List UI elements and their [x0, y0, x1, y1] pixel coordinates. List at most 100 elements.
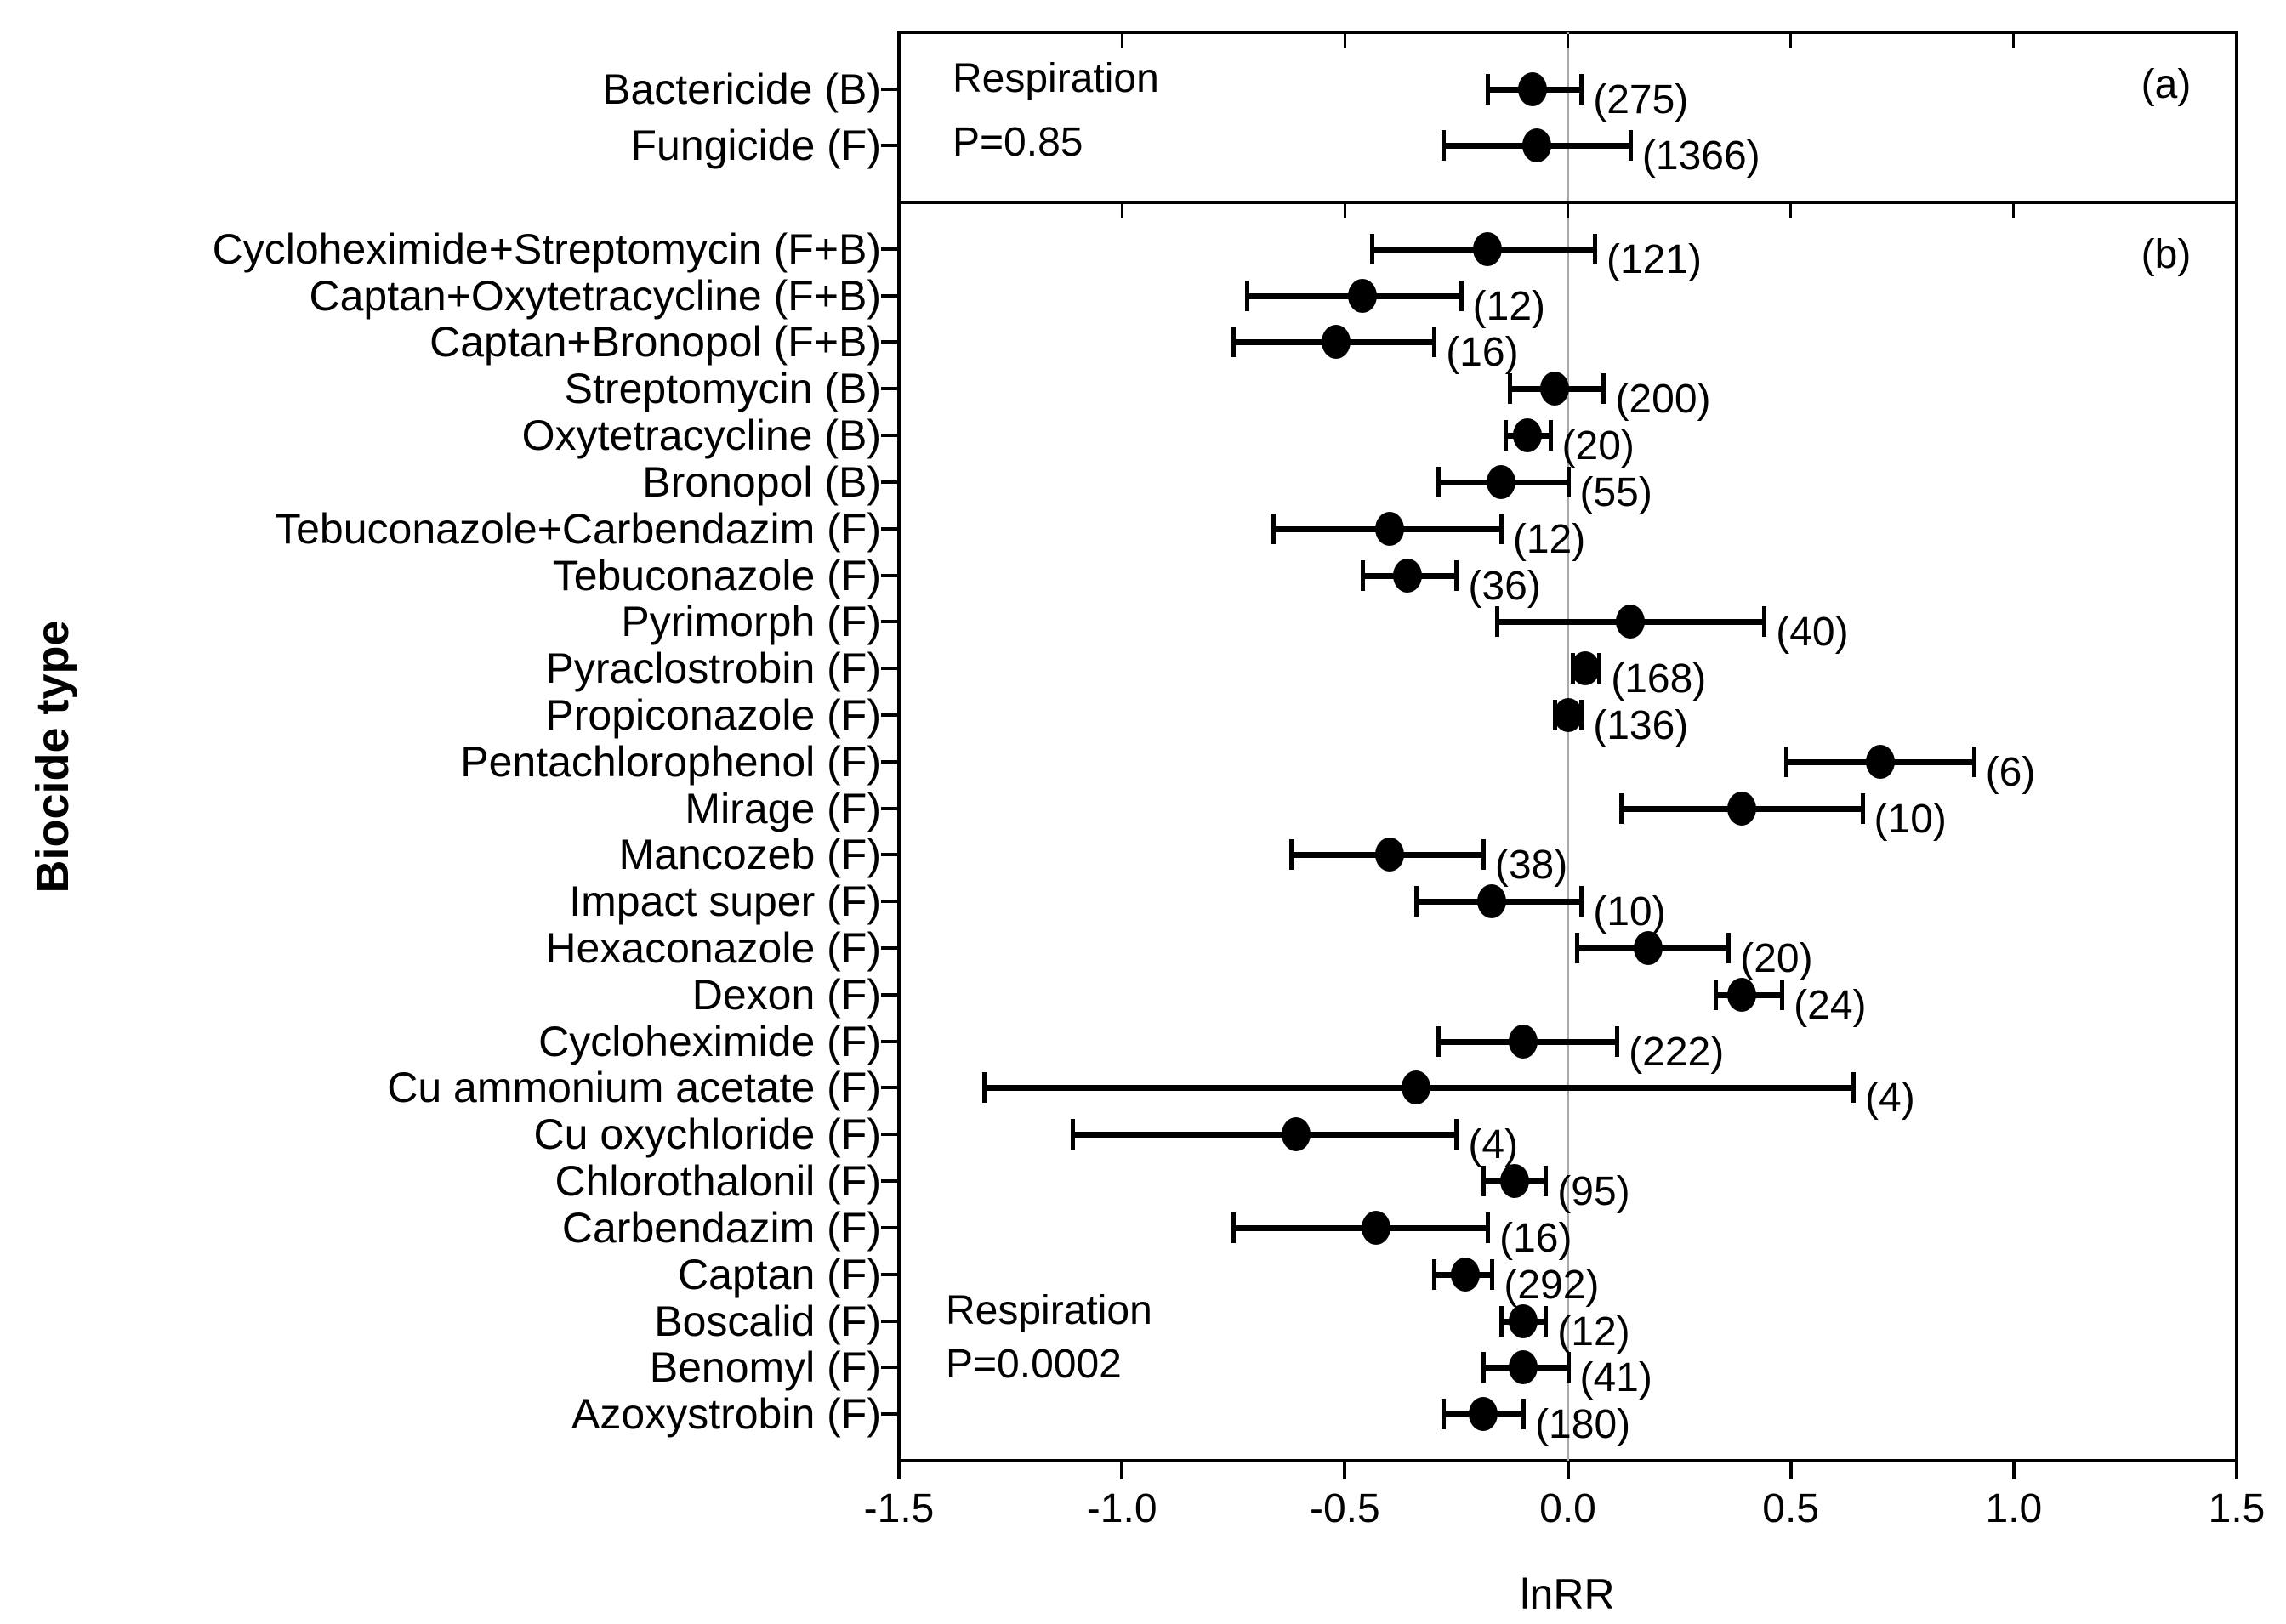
sample-size-count: (12) — [1557, 1309, 1630, 1354]
point-estimate-dot — [1402, 1070, 1431, 1105]
error-bar-cap-left — [1231, 1212, 1237, 1243]
row-label: Cu ammonium acetate (F) — [387, 1064, 881, 1112]
error-bar-cap-left — [1508, 373, 1513, 405]
error-bar-cap-right — [1971, 746, 1976, 777]
row-label: Boscalid (F) — [654, 1297, 881, 1345]
row-label: Captan+Bronopol (F+B) — [429, 318, 881, 366]
point-estimate-dot — [1374, 511, 1404, 546]
point-estimate-dot — [1521, 128, 1551, 163]
row-label: Bactericide (B) — [602, 65, 881, 113]
panel-b-annotation-pvalue: P=0.0002 — [946, 1342, 1122, 1387]
error-bar-cap-left — [1494, 606, 1499, 638]
point-estimate-dot — [1539, 372, 1569, 406]
x-axis-tick — [2011, 1461, 2016, 1479]
row-axis-tick — [881, 900, 899, 904]
sample-size-count: (20) — [1740, 936, 1813, 982]
row-label: Benomyl (F) — [649, 1343, 881, 1392]
point-estimate-dot — [1362, 1210, 1391, 1245]
sample-size-count: (200) — [1615, 377, 1711, 423]
sample-size-count: (24) — [1794, 982, 1867, 1028]
point-estimate-dot — [1509, 1024, 1538, 1059]
divider-tick — [1343, 204, 1346, 218]
error-bar-cap-right — [1459, 280, 1464, 311]
error-bar-cap-right — [1544, 1305, 1549, 1337]
error-bar-cap-right — [1628, 130, 1633, 162]
point-estimate-dot — [1486, 464, 1515, 499]
sample-size-count: (10) — [1874, 796, 1947, 842]
divider-tick — [1567, 204, 1569, 218]
error-bar-cap-left — [1481, 1352, 1486, 1383]
point-estimate-dot — [1513, 418, 1543, 453]
sample-size-count: (55) — [1579, 469, 1652, 515]
top-border-tick — [1120, 34, 1123, 48]
row-label: Bronopol (B) — [642, 457, 881, 506]
error-bar-cap-right — [1454, 1119, 1459, 1150]
divider-tick — [1789, 204, 1793, 218]
error-bar — [1072, 1132, 1457, 1139]
row-axis-tick — [881, 853, 899, 857]
row-label: Captan+Oxytetracycline (F+B) — [309, 271, 882, 320]
sample-size-count: (4) — [1865, 1076, 1915, 1121]
sample-size-count: (222) — [1629, 1029, 1725, 1075]
error-bar-cap-right — [1762, 606, 1767, 638]
error-bar-cap-right — [1566, 1352, 1571, 1383]
row-axis-tick — [881, 480, 899, 484]
error-bar-cap-left — [1784, 746, 1789, 777]
error-bar-cap-right — [1432, 327, 1437, 358]
error-bar-cap-right — [1601, 373, 1606, 405]
error-bar-cap-right — [1548, 420, 1553, 451]
top-border-tick — [1343, 34, 1346, 48]
error-bar-cap-left — [1498, 1305, 1504, 1337]
row-axis-tick — [881, 620, 899, 624]
error-bar-cap-left — [1504, 420, 1509, 451]
row-axis-tick — [881, 247, 899, 251]
error-bar-cap-right — [1615, 1025, 1620, 1057]
row-label: Cycloheximide (F) — [538, 1017, 881, 1065]
error-bar-cap-left — [1436, 466, 1442, 497]
top-border-tick — [1789, 34, 1793, 48]
row-axis-tick — [881, 759, 899, 764]
row-axis-tick — [881, 1225, 899, 1229]
x-axis-tick-label: -1.5 — [863, 1486, 935, 1531]
error-bar-cap-left — [1244, 280, 1249, 311]
sample-size-count: (20) — [1561, 423, 1635, 469]
row-axis-tick — [881, 1366, 899, 1370]
point-estimate-dot — [1374, 838, 1404, 872]
row-axis-tick — [881, 1412, 899, 1417]
row-axis-tick — [881, 1319, 899, 1323]
row-label: Cu oxychloride (F) — [533, 1110, 881, 1159]
panel-a-annotation-measure: Respiration — [952, 56, 1159, 101]
row-label: Captan (F) — [678, 1250, 881, 1298]
row-label: Propiconazole (F) — [545, 690, 881, 739]
row-label: Impact super (F) — [569, 877, 881, 926]
row-axis-tick — [881, 144, 899, 148]
row-label: Dexon (F) — [691, 970, 881, 1019]
point-estimate-dot — [1726, 791, 1756, 826]
point-estimate-dot — [1473, 231, 1503, 266]
sample-size-count: (180) — [1535, 1402, 1631, 1448]
x-axis-tick-label: -1.0 — [1086, 1486, 1157, 1531]
row-label: Mancozeb (F) — [618, 831, 881, 879]
row-label: Chlorothalonil (F) — [554, 1157, 881, 1206]
sample-size-count: (4) — [1468, 1122, 1519, 1168]
row-label: Cycloheximide+Streptomycin (F+B) — [212, 224, 881, 273]
x-axis-tick-label: 0.5 — [1762, 1486, 1820, 1531]
row-axis-tick — [881, 713, 899, 717]
row-label: Azoxystrobin (F) — [572, 1390, 881, 1439]
error-bar-cap-right — [1521, 1399, 1527, 1430]
point-estimate-dot — [1450, 1257, 1480, 1292]
x-axis-tick — [897, 1461, 901, 1479]
point-estimate-dot — [1509, 1350, 1538, 1385]
row-axis-tick — [881, 806, 899, 810]
panel-b-label: (b) — [2141, 232, 2192, 277]
error-bar-cap-right — [1566, 466, 1571, 497]
sample-size-count: (1366) — [1641, 133, 1760, 179]
error-bar-cap-right — [1592, 233, 1597, 264]
sample-size-count: (12) — [1472, 283, 1546, 329]
sample-size-count: (41) — [1579, 1355, 1652, 1401]
error-bar-cap-right — [1486, 1212, 1491, 1243]
row-axis-tick — [881, 293, 899, 298]
sample-size-count: (136) — [1593, 702, 1689, 748]
point-estimate-dot — [1517, 71, 1547, 106]
error-bar-cap-left — [1271, 513, 1277, 544]
